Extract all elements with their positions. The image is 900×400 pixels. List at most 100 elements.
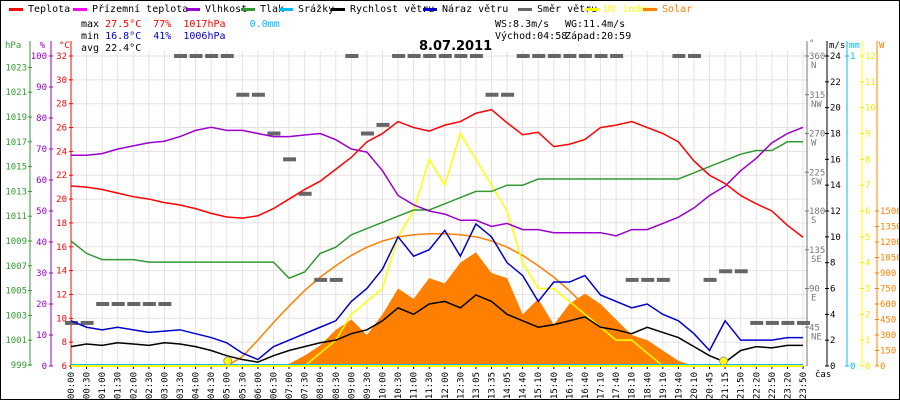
direction-compass-label: E bbox=[811, 294, 816, 304]
wind-direction-mark bbox=[454, 54, 468, 58]
x-tick-label: 10:00 bbox=[378, 372, 388, 399]
x-tick-label: 14:05 bbox=[503, 372, 513, 399]
rain-total: 0.0mm bbox=[249, 19, 280, 30]
x-tick-label: 11:00 bbox=[410, 372, 420, 399]
solar-tick-label: 750 bbox=[880, 285, 896, 295]
wind-direction-mark bbox=[469, 54, 483, 58]
temperature-tick-label: 18 bbox=[56, 219, 67, 229]
legend-label: Solar bbox=[662, 4, 693, 15]
x-tick-label: 10:30 bbox=[394, 372, 404, 399]
sunset-marker-icon bbox=[719, 356, 729, 366]
x-tick-label: 09:30 bbox=[363, 372, 373, 399]
rain-tick-label: 0 bbox=[850, 362, 855, 372]
wind-direction-mark bbox=[111, 302, 125, 306]
direction-tick-label: 135 bbox=[809, 246, 825, 256]
wind-direction-mark bbox=[781, 320, 795, 325]
x-tick-label: 20:45 bbox=[706, 372, 716, 399]
x-tick-label: 09:00 bbox=[347, 372, 357, 399]
direction-compass-label: NW bbox=[811, 100, 822, 110]
x-tick-label: 19:40 bbox=[674, 372, 684, 399]
temperature-tick-label: 20 bbox=[56, 195, 67, 205]
wind-tick-label: 4 bbox=[830, 310, 835, 320]
x-tick-label: 02:30 bbox=[145, 372, 155, 399]
x-tick-label: 23:20 bbox=[783, 372, 793, 399]
wind-direction-mark bbox=[251, 92, 265, 97]
max-label: max bbox=[81, 19, 100, 30]
x-tick-label: 16:10 bbox=[565, 372, 575, 399]
x-tick-label: 00:00 bbox=[67, 372, 77, 399]
solar-tick-label: 0 bbox=[880, 362, 885, 372]
legend-item: Teplota bbox=[9, 4, 70, 15]
legend-label: Náraz větru bbox=[442, 4, 509, 15]
wind-tick-label: 14 bbox=[830, 181, 841, 191]
humidity-tick-label: 80 bbox=[36, 114, 47, 124]
pressure-tick-label: 1011 bbox=[5, 212, 27, 222]
temperature-tick-label: 12 bbox=[56, 290, 67, 300]
x-tick-label: 04:00 bbox=[192, 372, 202, 399]
pressure-tick-label: 1017 bbox=[5, 138, 27, 148]
temperature-tick-label: 30 bbox=[56, 76, 67, 86]
pressure-tick-label: 1019 bbox=[5, 113, 27, 123]
wind-direction-mark bbox=[656, 277, 670, 282]
humidity-tick-label: 10 bbox=[36, 331, 47, 341]
x-tick-label: 16:40 bbox=[581, 372, 591, 399]
legend-swatch bbox=[518, 7, 532, 11]
humidity-tick-label: 90 bbox=[36, 83, 47, 93]
legend-item: UV index bbox=[585, 4, 652, 15]
pressure-tick-label: 1021 bbox=[5, 88, 27, 98]
uv-tick-label: 8 bbox=[865, 155, 870, 165]
wind-direction-mark bbox=[750, 320, 764, 325]
wind-direction-mark bbox=[610, 54, 624, 58]
x-tick-label: 03:00 bbox=[160, 372, 170, 399]
wind-direction-mark bbox=[641, 277, 655, 282]
x-axis-label: čas bbox=[815, 369, 831, 380]
legend-label: Teplota bbox=[28, 4, 71, 15]
wind-direction-mark bbox=[392, 54, 406, 58]
temperature-tick-label: 28 bbox=[56, 100, 67, 110]
wind-direction-mark bbox=[407, 54, 421, 58]
direction-compass-label: S bbox=[811, 216, 816, 226]
legend-label: Směr větru bbox=[537, 4, 598, 15]
solar-tick-label: 450 bbox=[880, 316, 896, 326]
wind-direction-mark bbox=[283, 157, 297, 162]
x-tick-label: 19:10 bbox=[659, 372, 669, 399]
pressure-tick-label: 1007 bbox=[5, 262, 27, 272]
wind-direction-mark bbox=[687, 54, 701, 58]
wind-tick-label: 10 bbox=[830, 233, 841, 243]
uv-tick-label: 0 bbox=[865, 362, 870, 372]
pressure-line bbox=[70, 141, 803, 280]
wind-tick-label: 0 bbox=[830, 362, 835, 372]
x-tick-label: 00:30 bbox=[83, 372, 93, 399]
sunset: Západ:20:59 bbox=[565, 31, 632, 42]
x-tick-label: 01:00 bbox=[98, 372, 108, 399]
temperature-tick-label: 6 bbox=[62, 362, 67, 372]
wind-direction-mark bbox=[174, 54, 188, 58]
wind-direction-mark bbox=[267, 131, 281, 136]
x-tick-label: 13:05 bbox=[472, 372, 482, 399]
wind-direction-mark bbox=[734, 269, 748, 274]
wind-direction-mark bbox=[797, 320, 810, 325]
wind-direction-mark bbox=[578, 54, 592, 58]
wind-direction-mark bbox=[158, 302, 172, 306]
wind-direction-mark bbox=[298, 191, 312, 196]
x-tick-label: 04:30 bbox=[207, 372, 217, 399]
direction-compass-label: N bbox=[811, 61, 816, 71]
x-tick-label: 22:50 bbox=[768, 372, 778, 399]
solar-tick-label: 1200 bbox=[880, 238, 899, 248]
humidity-tick-label: 20 bbox=[36, 300, 47, 310]
x-tick-label: 07:00 bbox=[285, 372, 295, 399]
avg-temp: 22.4°C bbox=[105, 43, 142, 54]
temperature-line bbox=[70, 108, 804, 238]
x-tick-label: 02:00 bbox=[129, 372, 139, 399]
x-tick-label: 05:30 bbox=[238, 372, 248, 399]
wind-direction-mark bbox=[719, 269, 733, 274]
wind-tick-label: 24 bbox=[830, 52, 841, 62]
temperature-tick-label: 24 bbox=[56, 147, 67, 157]
direction-compass-label: SW bbox=[811, 177, 822, 187]
wind-direction-mark bbox=[360, 131, 374, 136]
x-tick-label: 08:30 bbox=[332, 372, 342, 399]
x-tick-label: 21:50 bbox=[737, 372, 747, 399]
wind-direction-mark bbox=[438, 54, 452, 58]
x-tick-label: 17:10 bbox=[597, 372, 607, 399]
